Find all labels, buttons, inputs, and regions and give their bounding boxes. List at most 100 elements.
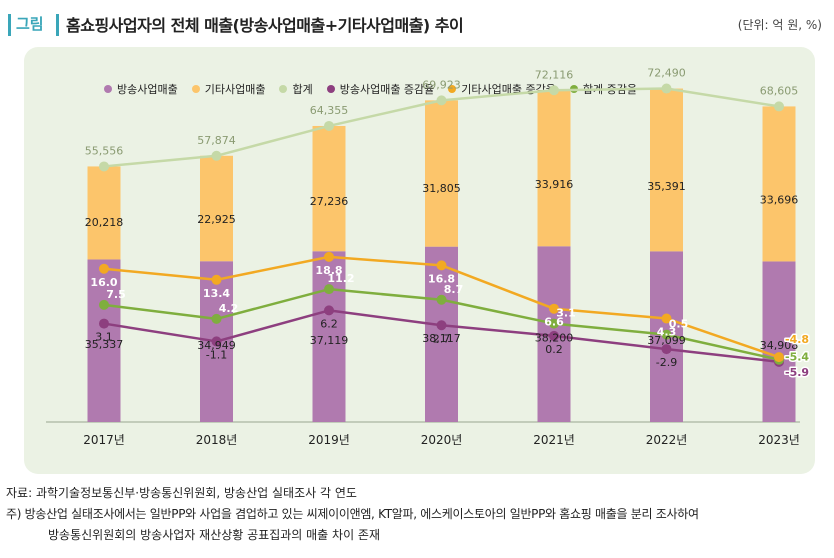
point-total-rate-1 — [211, 313, 222, 324]
point-other-rate-4 — [549, 303, 559, 314]
label-total-rate-0: 7.5 — [106, 288, 126, 301]
legend-label-3: 방송사업매출 증감율 — [339, 83, 435, 96]
point-broadcast-rate-2 — [324, 305, 334, 316]
label-total-2: 64,355 — [310, 104, 349, 117]
legend-swatch-4 — [448, 85, 457, 93]
label-total-rate-4: 3.1 — [556, 307, 576, 320]
label-broadcast-rate-5: -2.9 — [656, 356, 677, 369]
chart-panel — [24, 47, 815, 474]
legend-swatch-3 — [326, 85, 335, 93]
label-other-rate-1: 13.4 — [203, 287, 230, 300]
figure-tag: 그림 — [16, 15, 44, 33]
legend-label-2: 합계 — [292, 83, 313, 96]
point-total-0 — [99, 161, 109, 172]
label-total-rate-3: 8.7 — [444, 283, 464, 296]
label-broadcast-2: 37,119 — [310, 334, 349, 347]
figure-header: 그림 홈쇼핑사업자의 전체 매출(방송사업매출+기타사업매출) 추이 (단위: … — [0, 0, 834, 46]
label-other-6: 33,696 — [760, 193, 799, 206]
label-total-rate-1: 4.2 — [219, 302, 239, 315]
label-other-0: 20,218 — [85, 216, 124, 229]
label-other-1: 22,925 — [197, 213, 236, 226]
point-broadcast-rate-4 — [549, 330, 559, 341]
label-broadcast-0: 35,337 — [85, 338, 124, 351]
label-broadcast-rate-4: 0.2 — [545, 343, 563, 356]
point-other-rate-1 — [211, 274, 222, 285]
bar-broadcast-0 — [87, 259, 121, 422]
label-other-5: 35,391 — [647, 180, 686, 193]
label-broadcast-5: 37,099 — [647, 334, 686, 347]
point-other-rate-3 — [436, 260, 447, 271]
bar-other-5 — [650, 88, 683, 252]
label-broadcast-6: 34,908 — [760, 339, 799, 352]
point-broadcast-rate-5 — [661, 344, 672, 355]
label-other-rate-4: 6.6 — [544, 316, 564, 329]
title-accent-bar — [8, 14, 11, 36]
x-tick-label-3: 2020년 — [421, 433, 463, 447]
point-total-rate-3 — [436, 294, 447, 305]
bar-broadcast-3 — [425, 246, 458, 422]
legend-swatch-2 — [279, 85, 288, 93]
point-total-2 — [324, 120, 334, 131]
legend-item-1: 기타사업매출 — [191, 81, 266, 97]
x-tick-label-1: 2018년 — [196, 433, 238, 447]
label-broadcast-rate-0: 3.1 — [95, 331, 113, 344]
x-tick-label-2: 2019년 — [308, 433, 350, 447]
legend-label-1: 기타사업매출 — [204, 83, 266, 96]
footnote-line-2: 방송통신위원회의 방송사업자 재산상황 공표집과의 매출 차이 존재 — [48, 528, 381, 542]
label-broadcast-rate-1: -1.1 — [206, 348, 227, 361]
x-tick-label-6: 2023년 — [758, 433, 800, 447]
legend-item-2: 합계 — [279, 81, 313, 97]
point-other-rate-0 — [99, 263, 109, 274]
point-total-1 — [211, 150, 222, 161]
bar-other-4 — [537, 90, 571, 247]
point-total-rate-2 — [324, 284, 334, 295]
legend-label-0: 방송사업매출 — [117, 83, 178, 96]
label-total-6: 68,605 — [760, 84, 799, 97]
label-broadcast-1: 34,949 — [197, 339, 236, 352]
label-other-rate-3: 16.8 — [428, 272, 455, 285]
legend-item-0: 방송사업매출 — [104, 81, 178, 97]
point-broadcast-rate-3 — [436, 320, 447, 331]
label-total-5: 72,490 — [647, 67, 686, 80]
label-broadcast-rate-6: -5.9 — [785, 366, 809, 379]
bar-other-2 — [312, 125, 346, 252]
legend-swatch-0 — [104, 85, 112, 93]
footnote-line-1: 주) 방송산업 실태조사에서는 일반PP와 사업을 겸업하고 있는 씨제이이앤엠… — [6, 507, 699, 521]
chart-legend: 방송사업매출 기타사업매출 합계 방송사업매출 증감율 기타사업매출 증감율 합계 증감율 — [104, 80, 651, 98]
x-tick-label-4: 2021년 — [533, 433, 575, 447]
legend-swatch-1 — [191, 85, 200, 93]
label-total-4: 72,116 — [535, 68, 574, 81]
point-total-rate-0 — [99, 299, 109, 310]
label-other-rate-2: 18.8 — [315, 264, 342, 277]
bar-other-1 — [200, 155, 233, 262]
point-broadcast-rate-0 — [99, 318, 109, 329]
bar-broadcast-6 — [762, 261, 796, 422]
point-total-rate-4 — [549, 318, 559, 329]
label-other-rate-5: 4.3 — [657, 325, 677, 338]
point-total-6 — [774, 101, 784, 112]
bar-other-0 — [87, 166, 121, 260]
bar-other-6 — [762, 106, 796, 262]
x-tick-label-5: 2022년 — [646, 433, 688, 447]
label-broadcast-4: 38,200 — [535, 332, 574, 345]
point-other-rate-6 — [774, 352, 784, 363]
label-total-rate-5: 0.5 — [669, 318, 689, 331]
label-other-3: 31,805 — [422, 182, 461, 195]
label-other-rate-0: 16.0 — [90, 276, 117, 289]
figure-title: 홈쇼핑사업자의 전체 매출(방송사업매출+기타사업매출) 추이 — [66, 16, 464, 35]
point-broadcast-rate-1 — [211, 336, 222, 347]
label-broadcast-rate-2: 6.2 — [320, 317, 338, 330]
point-total-4 — [549, 85, 559, 96]
point-total-5 — [661, 83, 672, 94]
label-total-rate-2: 11.2 — [327, 272, 354, 285]
label-total-0: 55,556 — [85, 144, 124, 157]
unit-label: (단위: 억 원, %) — [737, 18, 822, 32]
title-separator — [56, 14, 59, 36]
label-total-3: 69,923 — [422, 78, 461, 91]
bar-broadcast-2 — [312, 251, 346, 422]
legend-item-3: 방송사업매출 증감율 — [326, 81, 435, 97]
source-note: 자료: 과학기술정보통신부·방송통신위원회, 방송산업 실태조사 각 연도 — [6, 486, 357, 500]
label-other-rate-6: -4.8 — [785, 333, 809, 346]
label-broadcast-3: 38,117 — [422, 332, 461, 345]
